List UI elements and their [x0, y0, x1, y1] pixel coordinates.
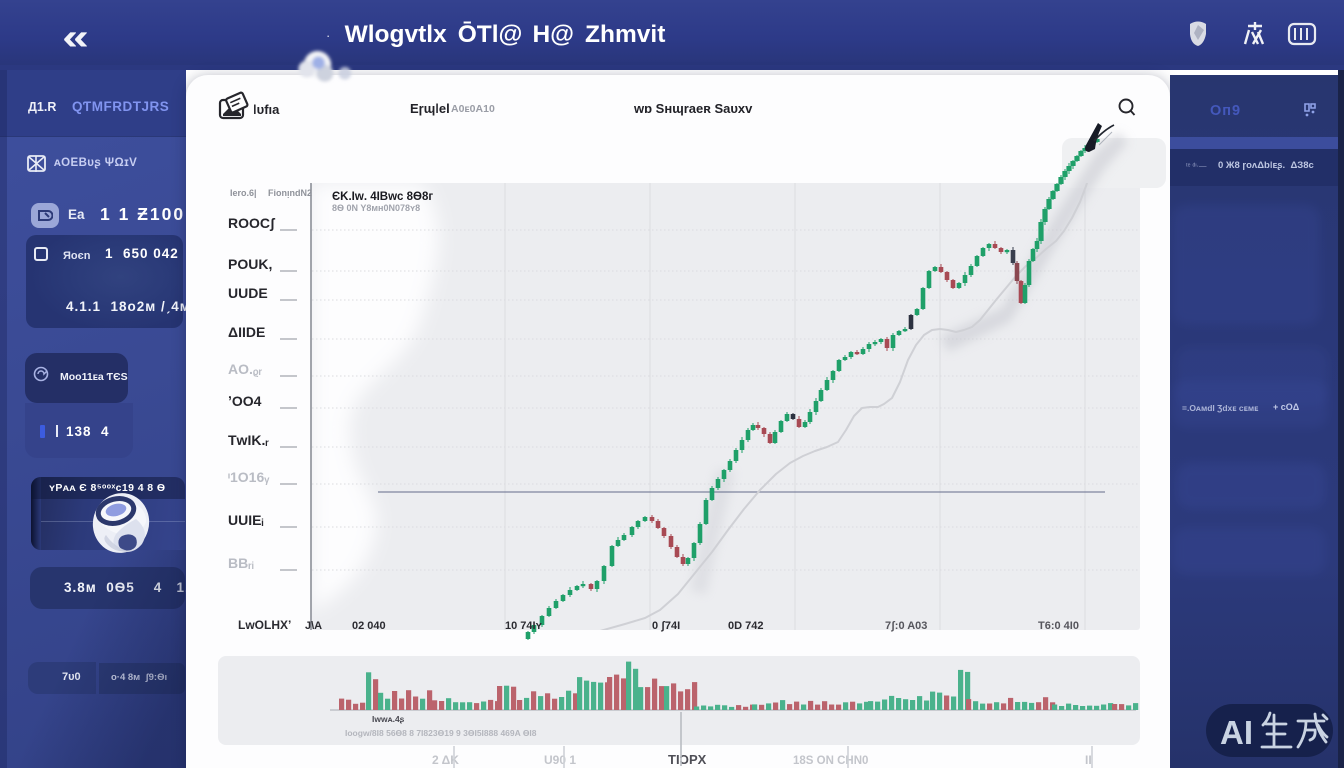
svg-text:II: II [1085, 753, 1092, 767]
svg-text:0D 742: 0D 742 [728, 620, 763, 632]
svg-text:18S ON CHN0: 18S ON CHN0 [793, 755, 868, 767]
svg-text:A0ᴇ0A10: A0ᴇ0A10 [451, 103, 495, 115]
svg-text:BBᵣᵢ: BBᵣᵢ [228, 555, 254, 571]
svg-text:LᴡOLHXʼ: LᴡOLHXʼ [238, 618, 291, 632]
svg-text:7ʃ:0 A03: 7ʃ:0 A03 [885, 620, 927, 632]
svg-text:ᶦ1O16ᵧ: ᶦ1O16ᵧ [228, 469, 270, 485]
svg-text:Iero.6|: Iero.6| [230, 188, 257, 198]
svg-text:2 ΔK: 2 ΔK [432, 753, 459, 767]
svg-text:ЄK.Iᴡ. 4IBᴡᴄ 8Ѳ8г: ЄK.Iᴡ. 4IBᴡᴄ 8Ѳ8г [332, 191, 433, 203]
svg-text:ᴡɒ Sʜɰraeʀ Saᴜxv: ᴡɒ Sʜɰraeʀ Saᴜxv [633, 101, 753, 116]
svg-text:ΔIIDE: ΔIIDE [228, 324, 265, 340]
svg-text:Eɼɰǀel: Eɼɰǀel [410, 101, 450, 116]
svg-text:T6:0 4I0: T6:0 4I0 [1038, 620, 1079, 632]
svg-text:ǀᴜfıa: ǀᴜfıa [253, 102, 280, 117]
svg-text:ʼOO4: ʼOO4 [228, 393, 262, 409]
svg-text:02 040: 02 040 [352, 620, 386, 632]
svg-text:ROOCʃ: ROOCʃ [228, 215, 276, 231]
svg-text:J\A: J\A [305, 620, 322, 632]
svg-text:AO.ᵨᵣ: AO.ᵨᵣ [228, 361, 263, 377]
svg-text:TIƆPX: TIƆPX [668, 752, 707, 767]
svg-text:UUIEᵢ: UUIEᵢ [228, 512, 263, 528]
svg-text:UUDE: UUDE [228, 285, 268, 301]
svg-text:FionᴉndN2: FionᴉndN2 [268, 188, 312, 198]
svg-text:U90 1: U90 1 [544, 753, 576, 767]
svg-text:POUK,: POUK, [228, 256, 272, 272]
svg-text:Ioogᴡ/8I8 56Ѳ8 8 7I823Ѳ19 9 3Ѳ: Ioogᴡ/8I8 56Ѳ8 8 7I823Ѳ19 9 3ѲI5I888 469… [345, 728, 537, 738]
svg-text:8Ѳ 0N Y8ᴍʜ0N078ʏ8: 8Ѳ 0N Y8ᴍʜ0N078ʏ8 [332, 203, 420, 213]
svg-text:TᴡIK.ᵣ: TᴡIK.ᵣ [228, 432, 269, 448]
svg-text:0 ʃ74I: 0 ʃ74I [652, 620, 680, 632]
svg-text:Iᴡᴡᴀ.4ʂ: Iᴡᴡᴀ.4ʂ [372, 714, 405, 724]
svg-text:10 74Iʏ: 10 74Iʏ [505, 620, 543, 632]
